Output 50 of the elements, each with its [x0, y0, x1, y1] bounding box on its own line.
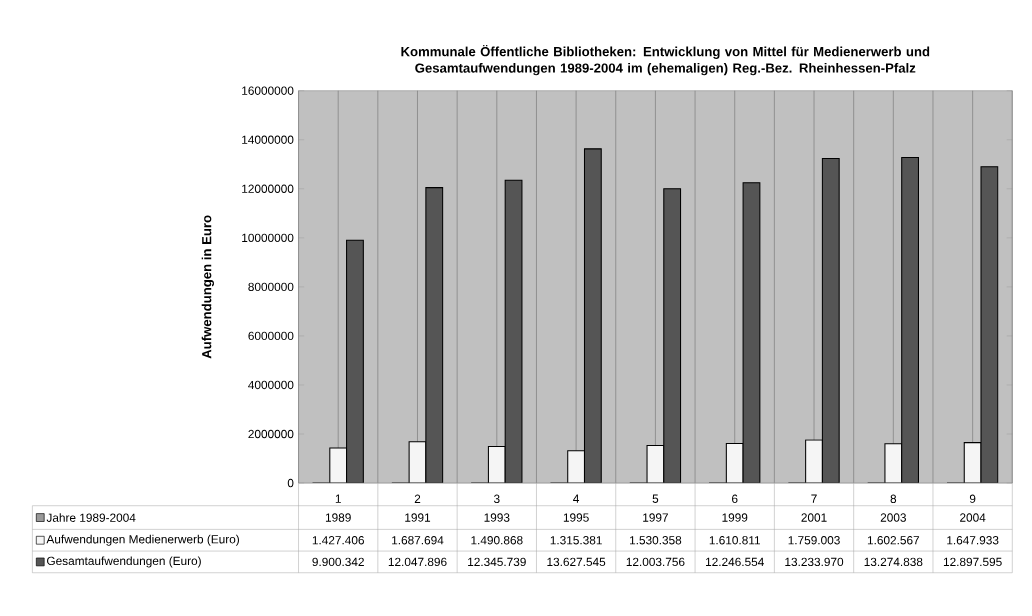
data-label: 1997: [643, 513, 668, 522]
legend-label: Aufwendungen Medienerwerb (Euro): [46, 534, 239, 546]
data-label: 12.003.756: [626, 557, 685, 567]
data-label: 1.602.567: [867, 535, 920, 545]
y-tick-label: 4000000: [248, 380, 294, 390]
x-tick-label: 8: [890, 494, 897, 503]
data-label: 1993: [484, 513, 510, 522]
x-tick-label: 6: [732, 494, 738, 503]
data-label: 2003: [880, 513, 906, 522]
x-tick-label: 5: [652, 494, 659, 503]
x-tick-label: 7: [811, 494, 817, 503]
x-tick-label: 1: [335, 494, 341, 503]
legend-label: Gesamtaufwendungen (Euro): [47, 556, 201, 568]
data-label: 1989: [325, 513, 351, 522]
data-label: 1991: [405, 513, 431, 522]
data-label: 1.687.694: [392, 535, 444, 545]
data-label: 1.759.003: [788, 535, 840, 545]
x-tick-label: 9: [969, 494, 976, 503]
y-tick-label: 0: [287, 478, 294, 488]
data-label: 1995: [563, 513, 589, 522]
x-tick-label: 3: [493, 494, 500, 503]
data-label: 1.315.381: [550, 535, 602, 545]
x-tick-label: 2: [414, 494, 421, 503]
data-label: 12.246.554: [706, 557, 764, 567]
y-tick-label: 8000000: [248, 282, 294, 292]
data-label: 1.610.811: [709, 535, 760, 545]
data-label: 13.627.545: [547, 557, 606, 567]
data-label: 12.897.595: [943, 557, 1002, 567]
data-label: 2004: [960, 513, 986, 522]
data-label: 9.900.342: [312, 557, 364, 567]
y-axis-title: Aufwendungen in Euro: [201, 215, 214, 359]
y-tick-label: 12000000: [242, 184, 294, 193]
x-tick-label: 4: [573, 494, 580, 503]
data-label: 13.274.838: [864, 557, 923, 567]
y-tick-label: 14000000: [242, 135, 294, 144]
data-label: 13.233.970: [785, 557, 844, 567]
chart-title: Kommunale Öffentliche Bibliotheken: Entwicklung von Mittel für Medienerwerb und Gesamtaufwendungen 1989-2004 im (ehemaligen) Reg.-Bez. Rheinhessen-Pfalz: [401, 44, 930, 76]
data-label: 1.647.933: [947, 535, 999, 545]
data-label: 1.530.358: [630, 535, 682, 545]
data-label: 12.047.896: [388, 557, 447, 567]
y-tick-label: 10000000: [242, 233, 294, 242]
data-label: 2001: [801, 513, 827, 522]
legend-label: Jahre 1989-2004: [46, 513, 136, 522]
data-label: 1.427.406: [312, 535, 364, 545]
data-label: 1.490.868: [471, 535, 523, 545]
data-label: 12.345.739: [468, 557, 526, 567]
y-tick-label: 6000000: [248, 331, 294, 341]
y-tick-label: 2000000: [248, 429, 294, 439]
y-tick-label: 16000000: [242, 86, 294, 95]
data-label: 1999: [722, 513, 748, 522]
